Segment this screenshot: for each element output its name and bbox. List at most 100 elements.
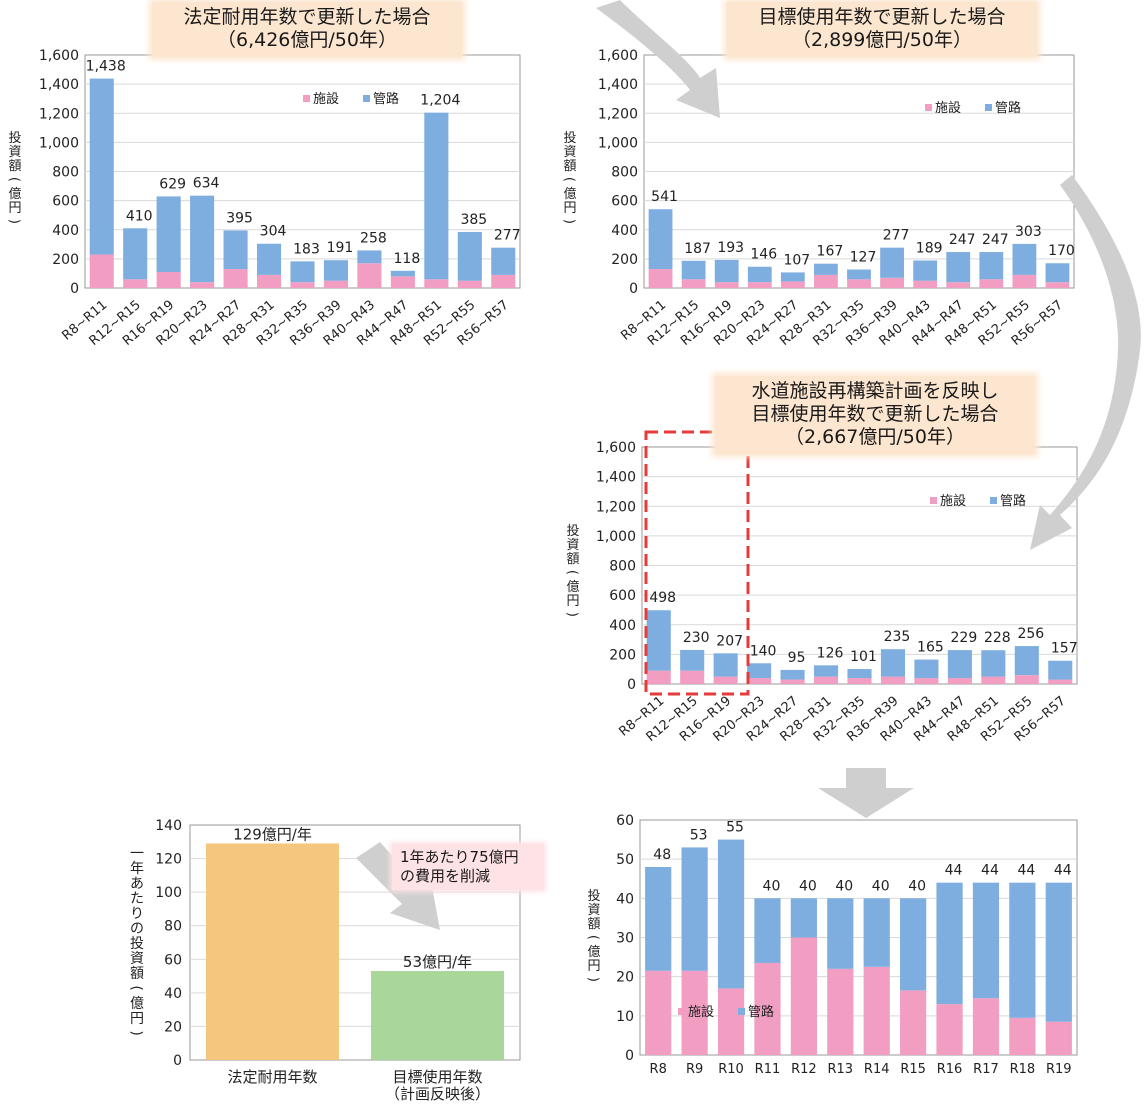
y-tick-label: 120 [155, 852, 182, 868]
bar-segment [680, 670, 705, 684]
chart3: 02004006008001,0001,2001,4001,600498R8~R… [596, 440, 1078, 745]
y-tick-label: 1,400 [596, 470, 636, 486]
bar-segment [323, 260, 349, 281]
bar-segment [981, 650, 1006, 677]
x-tick-label: 目標使用年数 [392, 1068, 482, 1086]
bar-segment [780, 272, 805, 282]
bar-segment [914, 678, 939, 684]
y-tick-label: 100 [155, 885, 182, 901]
data-label: 1,438 [86, 59, 126, 75]
data-label: 247 [949, 232, 976, 248]
bar-segment [847, 669, 872, 679]
bar-segment [491, 247, 516, 275]
bar-segment [681, 847, 708, 971]
y-tick-label: 1,000 [39, 135, 79, 151]
bar-segment [646, 610, 671, 671]
bar-segment [424, 279, 449, 288]
data-label: 157 [1051, 641, 1078, 657]
bar-segment [1045, 1021, 1072, 1055]
svg-text:た: た [130, 891, 144, 907]
arrow-curve-top-icon [596, 0, 720, 118]
data-label: 277 [883, 228, 910, 244]
chart2: 02004006008001,0001,2001,4001,600541R8~R… [598, 48, 1075, 349]
svg-text:): ) [561, 219, 576, 224]
legend-swatch [678, 1008, 685, 1015]
y-tick-label: 50 [616, 852, 634, 868]
y-tick-label: 400 [609, 618, 636, 634]
data-label: 40 [908, 878, 926, 894]
y-tick-label: 40 [616, 891, 634, 907]
bar-segment [156, 271, 181, 288]
y-tick-label: 20 [616, 970, 634, 986]
bar-segment [390, 276, 415, 288]
y-tick-label: 200 [609, 647, 636, 663]
legend-label: 管路 [1000, 493, 1026, 509]
data-label: 167 [817, 244, 844, 260]
data-label: 44 [981, 863, 999, 879]
bar-segment [747, 282, 772, 288]
data-label: 44 [945, 863, 963, 879]
bar-segment [780, 669, 805, 680]
data-label: 277 [494, 228, 521, 244]
x-tick-label: R14 [864, 1062, 890, 1077]
legend-swatch [990, 497, 997, 504]
bar-segment [323, 280, 349, 288]
svg-text:資: 資 [566, 538, 579, 553]
bar-segment [1045, 882, 1072, 1022]
x-tick-label: R11 [755, 1062, 781, 1077]
data-label: 629 [159, 176, 186, 192]
bar-segment [747, 663, 772, 679]
data-label: 107 [783, 252, 810, 268]
bar-segment [946, 282, 971, 288]
svg-text:投: 投 [8, 130, 21, 146]
y-tick-label: 600 [52, 194, 79, 210]
data-label: 95 [788, 650, 806, 666]
bar-segment [645, 970, 672, 1055]
chart1-ylabel: 投資額 (億円) [6, 130, 21, 224]
bar-segment [880, 277, 904, 288]
data-label: 303 [1015, 224, 1042, 240]
y-tick-label: 1,200 [39, 106, 79, 122]
svg-text:億: 億 [563, 186, 576, 202]
bar-segment [914, 659, 939, 679]
legend-swatch [303, 95, 310, 102]
legend-swatch [985, 104, 992, 111]
svg-text:資: 資 [563, 145, 576, 160]
svg-text:(: ( [561, 177, 576, 182]
y-tick-label: 30 [616, 931, 634, 947]
data-label: 118 [394, 251, 421, 267]
chart2-legend: 施設 管路 [925, 100, 1021, 116]
data-label: 541 [651, 189, 678, 205]
bar-segment [747, 266, 772, 283]
y-tick-label: 1,400 [598, 77, 638, 93]
bar-segment [290, 261, 315, 283]
svg-text:り: り [130, 906, 144, 922]
bar-segment [123, 279, 148, 288]
x-tick-label: （計画反映後） [385, 1085, 490, 1103]
bar-segment [1045, 263, 1070, 283]
legend-swatch [930, 497, 937, 504]
chart5: 0 10 20 30 40 50 60 48 R8 53 R9 55 R10 40 R11 40 R12 40 R1… [616, 813, 1078, 1077]
svg-text:(: ( [564, 570, 579, 575]
y-tick-label: 20 [164, 1019, 182, 1035]
chart3-title: 水道施設再構築計画を反映し 目標使用年数で更新した場合 （2,667億円/50年… [715, 376, 1035, 454]
legend-label: 施設 [313, 91, 339, 107]
y-tick-label: 0 [173, 1053, 182, 1069]
y-tick-label: 1,000 [598, 135, 638, 151]
data-label: 1,204 [420, 93, 460, 109]
bar-segment [424, 112, 449, 280]
x-tick-label: R12 [791, 1062, 817, 1077]
svg-text:あ: あ [130, 876, 144, 892]
data-label: 48 [653, 847, 671, 863]
x-tick-label: R15 [900, 1062, 926, 1077]
bar-segment [863, 898, 890, 967]
y-tick-label: 80 [164, 919, 182, 935]
bar-segment [713, 676, 738, 684]
bar-segment [847, 678, 872, 684]
bar [206, 843, 339, 1060]
bar-segment [357, 263, 382, 288]
y-tick-label: 200 [52, 252, 79, 268]
data-label: 634 [193, 176, 220, 192]
bar-segment [979, 279, 1004, 288]
x-tick-label: R13 [828, 1062, 854, 1077]
